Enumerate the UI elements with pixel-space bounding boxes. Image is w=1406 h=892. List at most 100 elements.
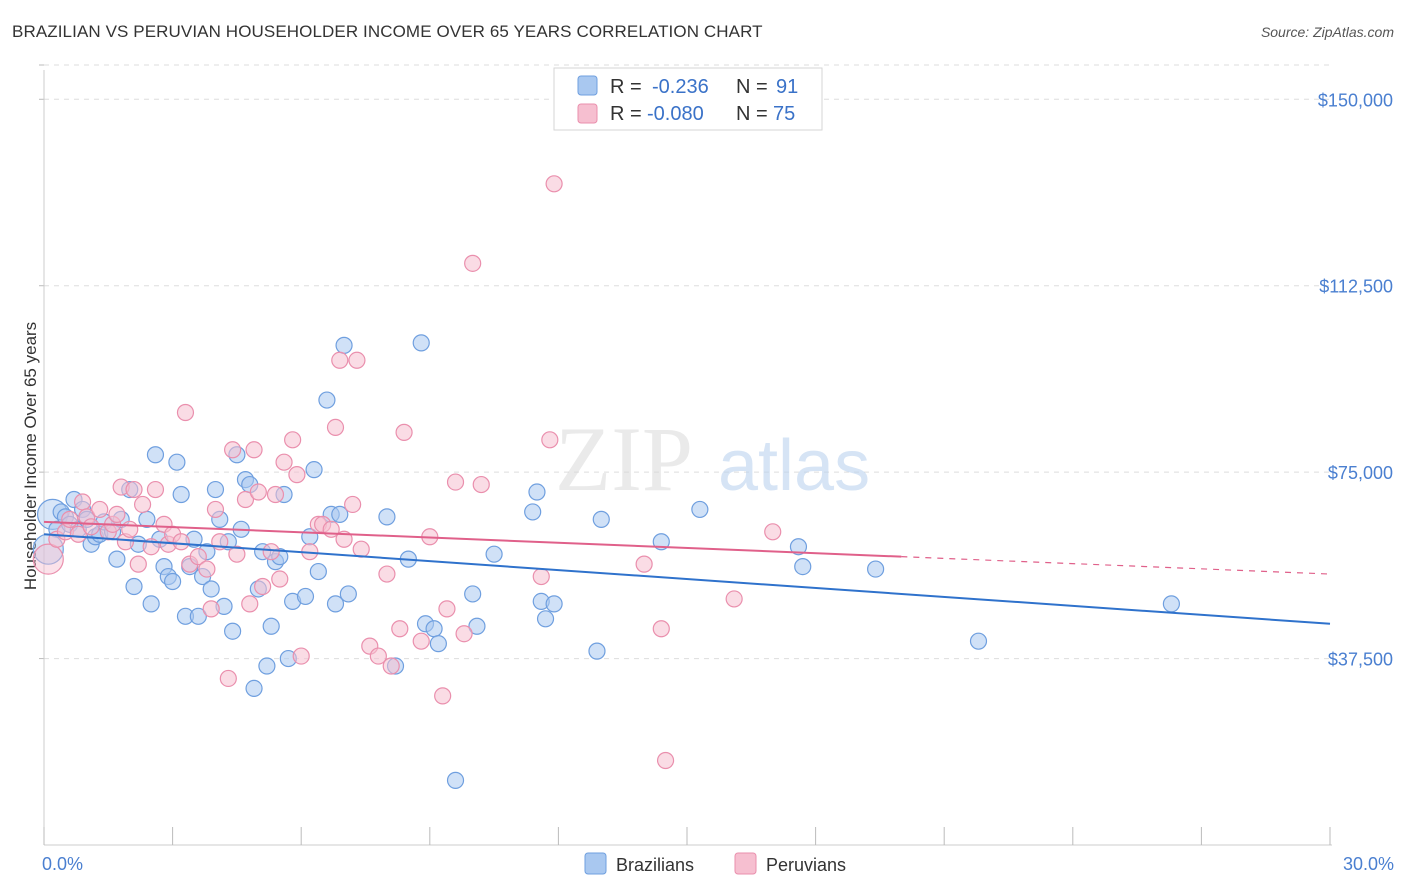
peruvians-point-0[interactable] bbox=[32, 543, 64, 575]
brazilians-point-56[interactable] bbox=[305, 461, 323, 479]
brazilians-point-76[interactable] bbox=[528, 483, 546, 501]
peruvians-point-65[interactable] bbox=[438, 600, 456, 618]
brazilians-point-69[interactable] bbox=[425, 620, 443, 638]
peruvians-point-69[interactable] bbox=[472, 475, 490, 494]
peruvians-point-41[interactable] bbox=[271, 570, 289, 588]
peruvians-point-60[interactable] bbox=[391, 620, 409, 638]
brazilians-point-31[interactable] bbox=[189, 607, 207, 625]
peruvians-point-70[interactable] bbox=[541, 431, 559, 449]
brazilians-point-35[interactable] bbox=[206, 480, 225, 499]
peruvians-point-44[interactable] bbox=[288, 466, 306, 484]
brazilians-point-86[interactable] bbox=[867, 560, 885, 578]
brazilians-point-64[interactable] bbox=[378, 508, 396, 526]
peruvians-point-43[interactable] bbox=[284, 431, 302, 449]
brazilians-point-71[interactable] bbox=[446, 771, 465, 789]
peruvians-point-31[interactable] bbox=[219, 669, 237, 688]
peruvians-point-77[interactable] bbox=[764, 523, 782, 541]
peruvians-point-36[interactable] bbox=[245, 441, 263, 459]
peruvians-point-8[interactable] bbox=[91, 500, 109, 519]
brazilians-point-54[interactable] bbox=[296, 587, 315, 606]
brazilians-point-25[interactable] bbox=[164, 572, 182, 591]
peruvians-point-66[interactable] bbox=[446, 473, 465, 491]
bottom-legend-swatch-peruvians[interactable] bbox=[734, 852, 757, 875]
peruvians-point-4[interactable] bbox=[69, 525, 87, 543]
peruvians-point-39[interactable] bbox=[262, 543, 280, 561]
peruvians-point-40[interactable] bbox=[266, 485, 285, 504]
brazilians-point-85[interactable] bbox=[794, 557, 812, 576]
peruvians-point-76[interactable] bbox=[725, 590, 743, 608]
peruvians-point-71[interactable] bbox=[545, 175, 563, 193]
brazilians-point-48[interactable] bbox=[262, 617, 280, 635]
brazilians-point-80[interactable] bbox=[588, 642, 606, 660]
peruvians-point-58[interactable] bbox=[378, 565, 396, 583]
bottom-legend-label-brazilians[interactable]: Brazilians bbox=[616, 855, 694, 875]
brazilians-point-58[interactable] bbox=[318, 391, 336, 409]
brazilians-point-79[interactable] bbox=[545, 595, 563, 613]
peruvians-point-74[interactable] bbox=[656, 751, 675, 770]
brazilians-point-67[interactable] bbox=[412, 334, 430, 352]
peruvians-point-42[interactable] bbox=[275, 453, 293, 471]
peruvians-point-32[interactable] bbox=[224, 441, 242, 459]
peruvians-point-75[interactable] bbox=[652, 620, 670, 638]
peruvians-point-38[interactable] bbox=[254, 577, 272, 596]
brazilians-point-26[interactable] bbox=[168, 453, 186, 471]
brazilians-point-62[interactable] bbox=[335, 336, 353, 354]
brazilians-point-87[interactable] bbox=[969, 632, 988, 650]
brazilians-point-82[interactable] bbox=[652, 533, 670, 551]
brazilians-point-20[interactable] bbox=[142, 595, 160, 613]
peruvians-point-73[interactable] bbox=[635, 555, 653, 573]
brazilians-point-47[interactable] bbox=[258, 657, 276, 675]
peruvians-point-50[interactable] bbox=[326, 418, 345, 436]
peruvians-point-59[interactable] bbox=[382, 657, 400, 675]
brazilians-point-78[interactable] bbox=[536, 610, 555, 628]
peruvians-point-14[interactable] bbox=[121, 520, 139, 538]
bottom-legend-swatch-brazilians[interactable] bbox=[584, 852, 607, 875]
brazilians-point-44[interactable] bbox=[245, 679, 263, 698]
brazilians-point-73[interactable] bbox=[468, 617, 486, 635]
brazilians-point-83[interactable] bbox=[691, 500, 709, 519]
brazilians-point-88[interactable] bbox=[1162, 595, 1180, 613]
peruvians-point-19[interactable] bbox=[146, 480, 165, 499]
peruvians-point-26[interactable] bbox=[189, 548, 207, 566]
brazilians-point-57[interactable] bbox=[309, 562, 327, 581]
peruvians-point-15[interactable] bbox=[125, 480, 143, 499]
peruvians-point-7[interactable] bbox=[82, 518, 100, 536]
peruvians-point-35[interactable] bbox=[241, 595, 259, 613]
brazilians-point-39[interactable] bbox=[224, 622, 242, 640]
peruvians-point-33[interactable] bbox=[228, 545, 246, 563]
peruvians-point-53[interactable] bbox=[344, 495, 362, 514]
brazilians-point-27[interactable] bbox=[172, 485, 190, 504]
peruvians-point-24[interactable] bbox=[176, 403, 195, 422]
brazilians-point-75[interactable] bbox=[524, 503, 542, 521]
peruvians-point-28[interactable] bbox=[202, 600, 220, 618]
peruvians-point-16[interactable] bbox=[129, 555, 147, 573]
peruvians-point-51[interactable] bbox=[331, 351, 349, 369]
peruvians-point-55[interactable] bbox=[352, 540, 370, 558]
brazilians-point-63[interactable] bbox=[339, 585, 357, 603]
peruvians-point-17[interactable] bbox=[133, 495, 152, 514]
brazilians-point-60[interactable] bbox=[326, 595, 345, 613]
peruvians-point-11[interactable] bbox=[108, 505, 126, 524]
brazilians-point-70[interactable] bbox=[429, 635, 447, 653]
peruvians-point-72[interactable] bbox=[532, 567, 550, 586]
peruvians-point-62[interactable] bbox=[412, 632, 430, 650]
peruvians-point-54[interactable] bbox=[348, 351, 366, 369]
brazilians-point-74[interactable] bbox=[485, 545, 503, 563]
brazilians-point-21[interactable] bbox=[146, 446, 165, 464]
peruvians-point-68[interactable] bbox=[464, 254, 482, 272]
brazilians-point-17[interactable] bbox=[125, 577, 143, 596]
peruvians-point-67[interactable] bbox=[455, 625, 473, 643]
peruvians-point-45[interactable] bbox=[292, 647, 310, 665]
peruvians-point-64[interactable] bbox=[434, 687, 452, 705]
peruvians-point-52[interactable] bbox=[335, 530, 353, 548]
peruvians-point-37[interactable] bbox=[249, 483, 267, 501]
peruvians-point-23[interactable] bbox=[172, 533, 190, 551]
brazilians-point-14[interactable] bbox=[108, 550, 126, 568]
brazilians-point-34[interactable] bbox=[202, 580, 220, 598]
peruvians-point-61[interactable] bbox=[395, 423, 413, 441]
bottom-legend-label-peruvians[interactable]: Peruvians bbox=[766, 855, 846, 875]
brazilians-point-84[interactable] bbox=[789, 538, 808, 556]
peruvians-point-3[interactable] bbox=[61, 510, 79, 528]
peruvians-point-29[interactable] bbox=[206, 500, 225, 519]
peruvians-point-34[interactable] bbox=[236, 490, 255, 509]
